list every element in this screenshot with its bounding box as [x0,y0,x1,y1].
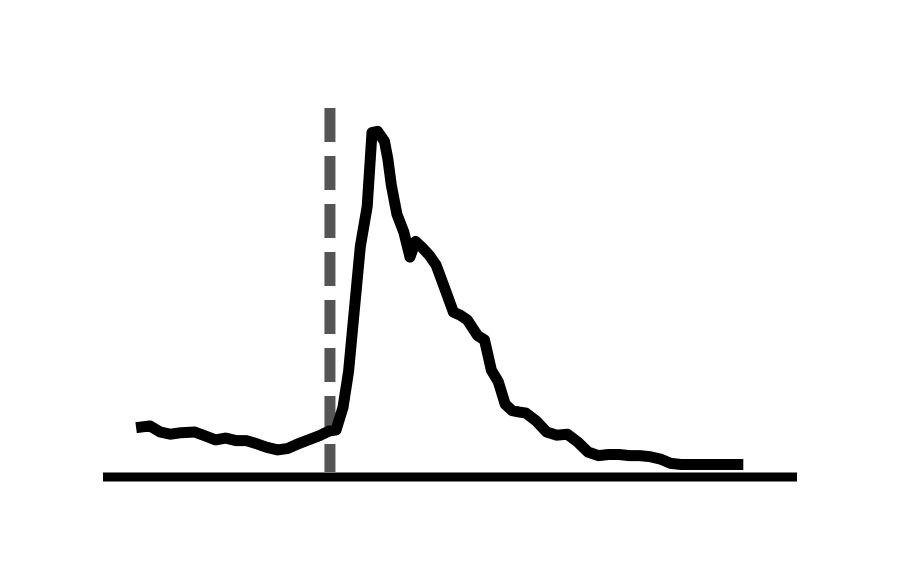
plot-area [103,108,797,482]
series-line-0 [135,125,744,470]
